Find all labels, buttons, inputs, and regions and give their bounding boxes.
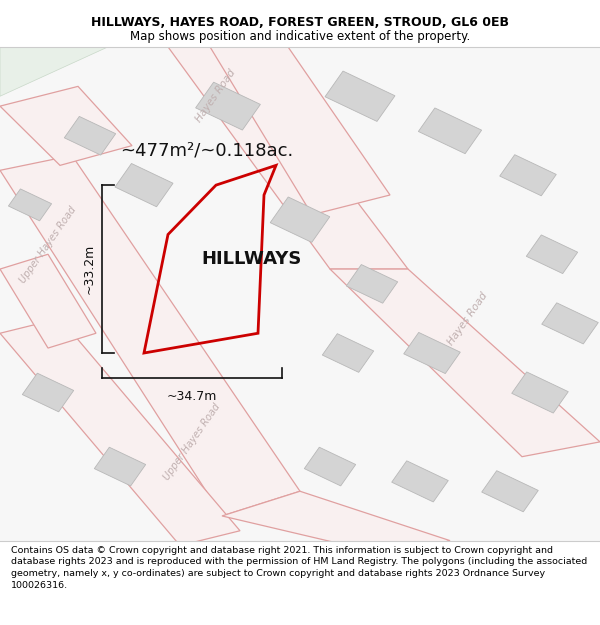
Polygon shape <box>542 302 598 344</box>
Text: ~33.2m: ~33.2m <box>83 244 96 294</box>
Polygon shape <box>0 156 300 516</box>
Text: Contains OS data © Crown copyright and database right 2021. This information is : Contains OS data © Crown copyright and d… <box>11 546 587 590</box>
Text: Upper Hayes Road: Upper Hayes Road <box>18 204 78 284</box>
Polygon shape <box>210 47 390 215</box>
Polygon shape <box>346 264 398 303</box>
Polygon shape <box>404 332 460 374</box>
Text: Map shows position and indicative extent of the property.: Map shows position and indicative extent… <box>130 30 470 43</box>
Polygon shape <box>0 86 132 166</box>
Polygon shape <box>304 448 356 486</box>
Polygon shape <box>512 372 568 413</box>
Polygon shape <box>115 164 173 207</box>
Text: Hayes Road: Hayes Road <box>194 68 238 124</box>
Text: Upper Hayes Road: Upper Hayes Road <box>162 402 222 482</box>
Polygon shape <box>500 154 556 196</box>
Polygon shape <box>0 47 108 96</box>
Polygon shape <box>322 334 374 372</box>
Polygon shape <box>168 47 408 269</box>
Polygon shape <box>22 373 74 412</box>
Text: HILLWAYS: HILLWAYS <box>202 250 302 268</box>
Polygon shape <box>94 448 146 486</box>
Polygon shape <box>392 461 448 502</box>
Text: HILLWAYS, HAYES ROAD, FOREST GREEN, STROUD, GL6 0EB: HILLWAYS, HAYES ROAD, FOREST GREEN, STRO… <box>91 16 509 29</box>
Text: ~34.7m: ~34.7m <box>167 390 217 403</box>
Polygon shape <box>418 108 482 154</box>
Polygon shape <box>0 318 240 546</box>
Polygon shape <box>270 197 330 242</box>
Polygon shape <box>222 491 450 556</box>
Text: ~477m²/~0.118ac.: ~477m²/~0.118ac. <box>120 141 293 159</box>
Polygon shape <box>482 471 538 512</box>
Polygon shape <box>526 235 578 274</box>
Polygon shape <box>325 71 395 121</box>
Polygon shape <box>64 116 116 155</box>
Polygon shape <box>0 254 96 348</box>
Polygon shape <box>8 189 52 221</box>
Polygon shape <box>196 82 260 130</box>
Text: Hayes Road: Hayes Road <box>446 290 490 347</box>
Polygon shape <box>330 269 600 457</box>
